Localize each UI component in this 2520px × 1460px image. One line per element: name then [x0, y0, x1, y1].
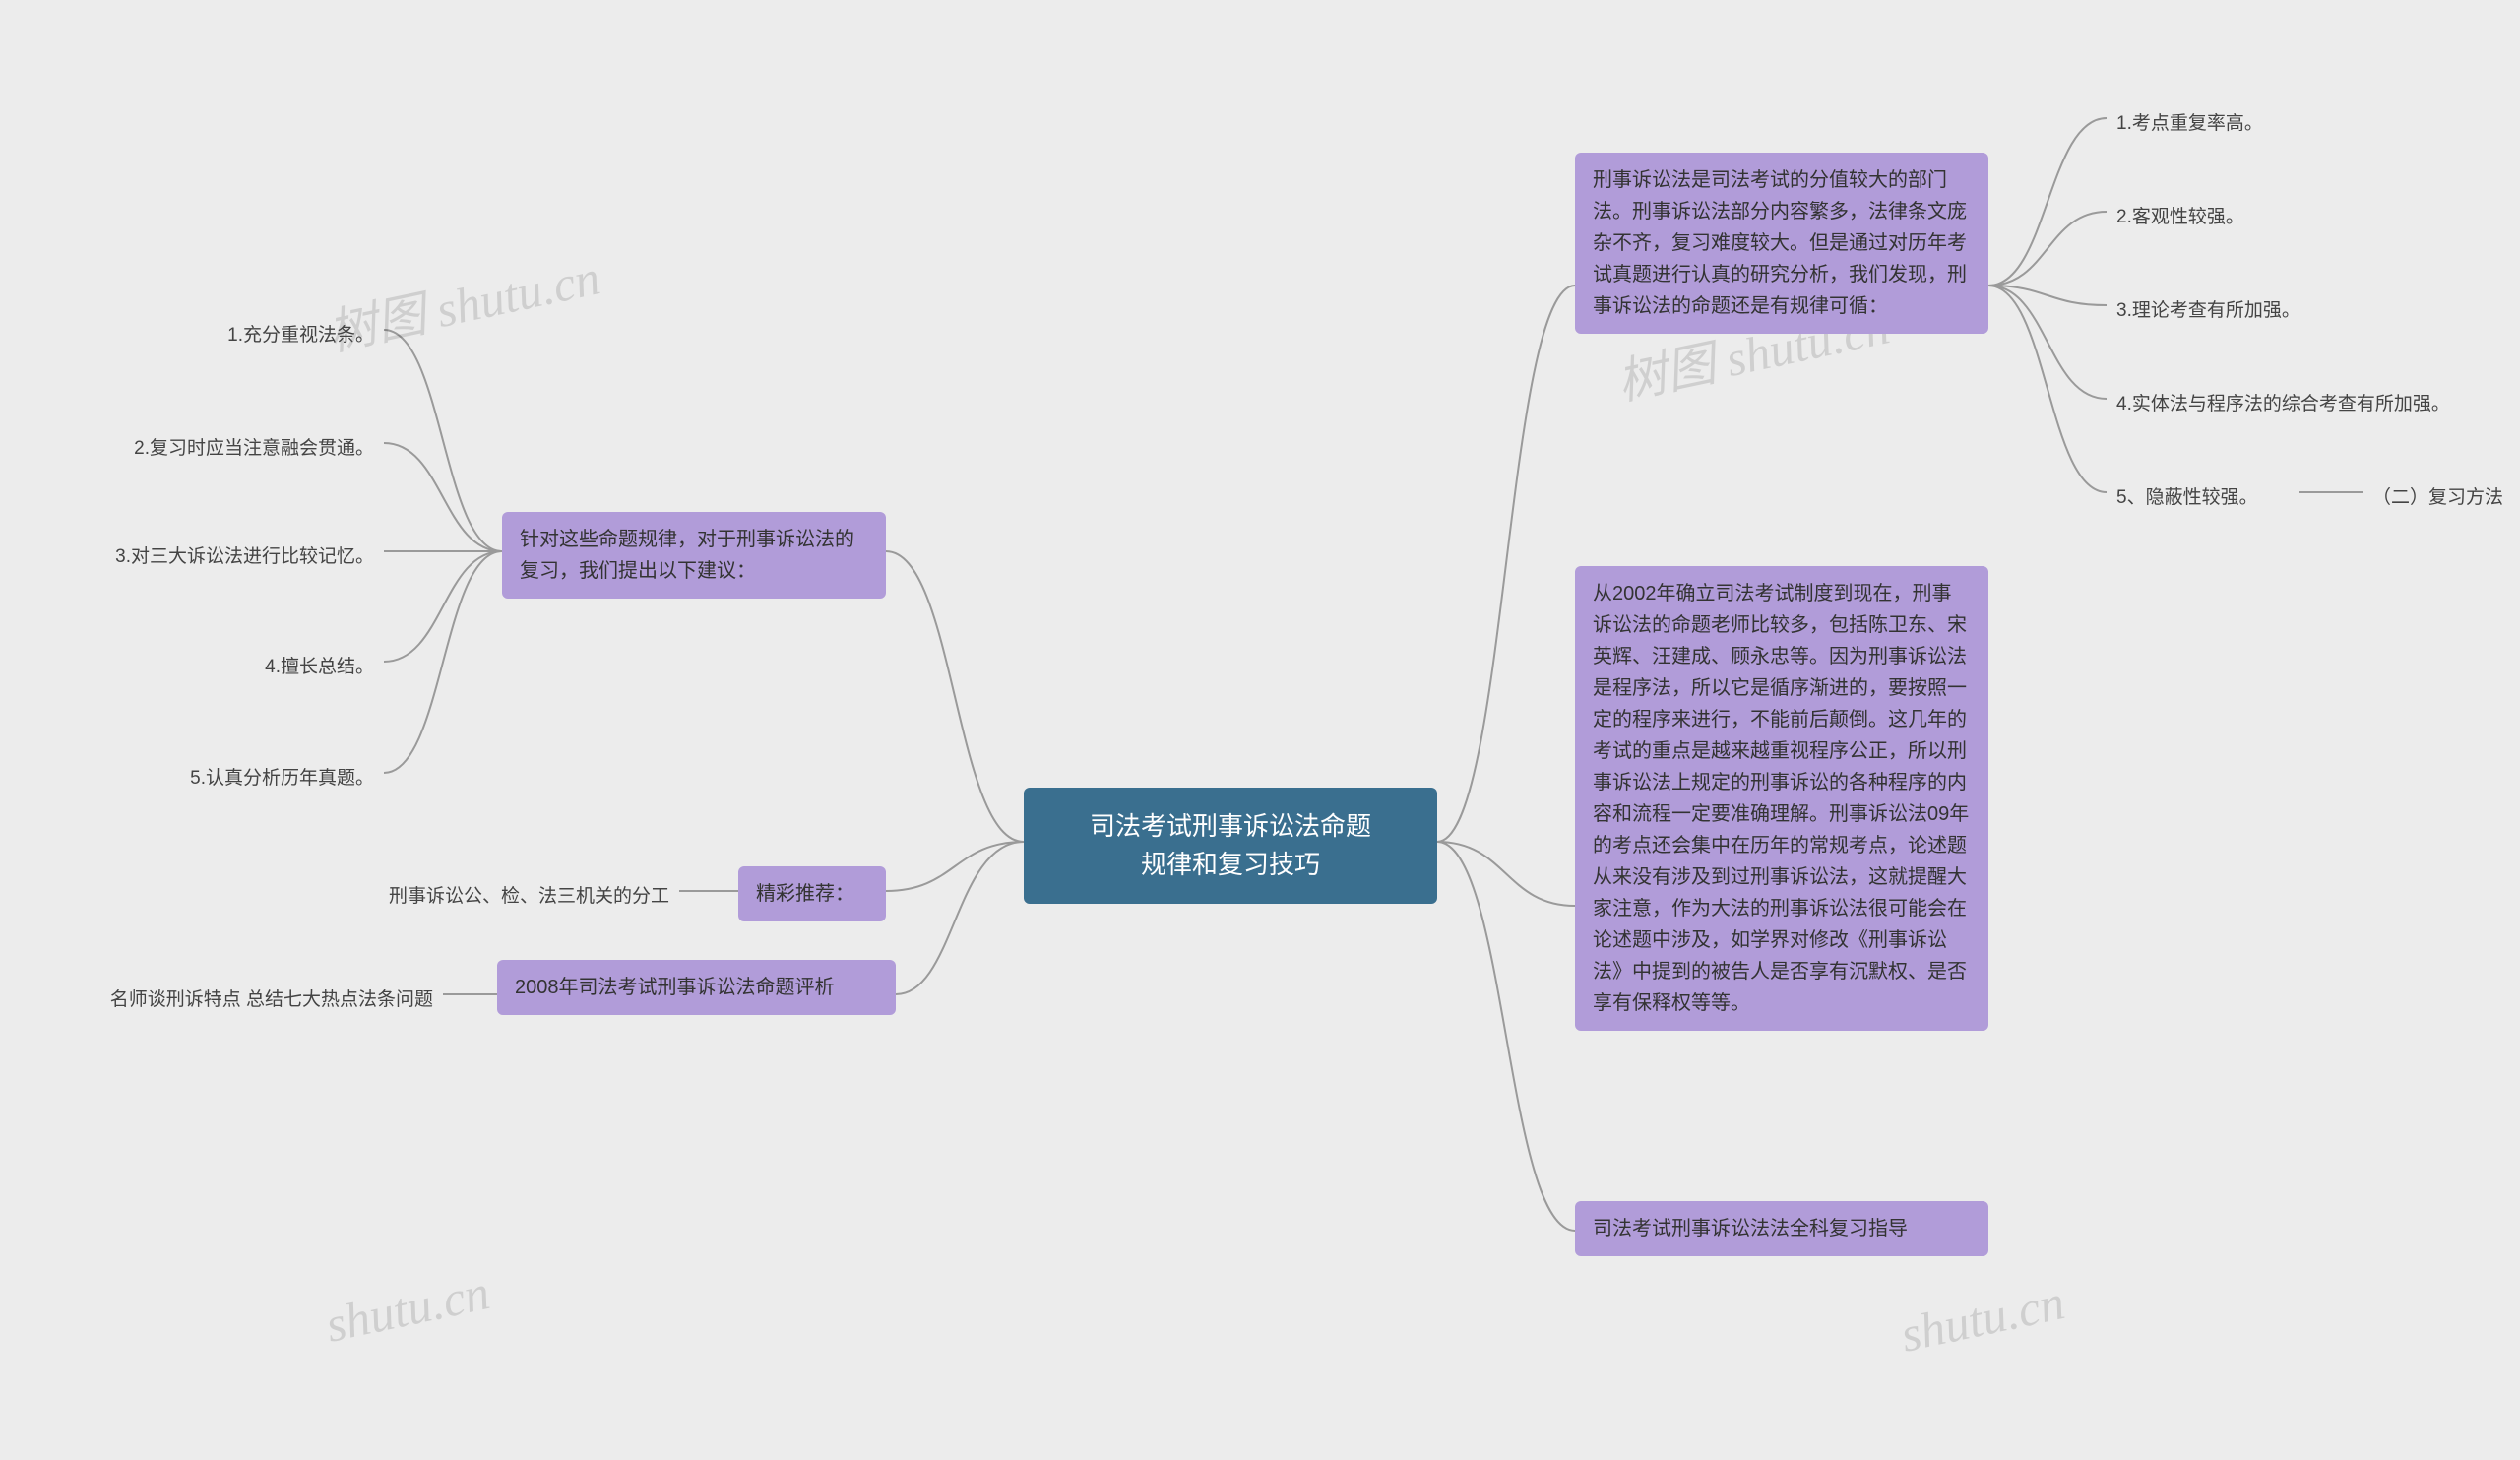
right-branch-1-leaf-3[interactable]: 3.理论考查有所加强。: [2107, 290, 2310, 332]
right-branch-1-extra[interactable]: （二）复习方法: [2362, 477, 2513, 519]
right-branch-1-leaf-1[interactable]: 1.考点重复率高。: [2107, 103, 2273, 145]
right-branch-1-leaf-4[interactable]: 4.实体法与程序法的综合考查有所加强。: [2107, 384, 2460, 425]
center-line2: 规律和复习技巧: [1053, 846, 1408, 884]
watermark: shutu.cn: [1896, 1273, 2069, 1364]
left-branch-3-leaf[interactable]: 名师谈刑诉特点 总结七大热点法条问题: [49, 980, 443, 1021]
right-branch-1-leaf-5[interactable]: 5、隐蔽性较强。: [2107, 477, 2268, 519]
left-branch-2-leaf[interactable]: 刑事诉讼公、检、法三机关的分工: [340, 876, 679, 918]
left-branch-1-leaf-4[interactable]: 4.擅长总结。: [246, 647, 384, 688]
right-branch-3[interactable]: 司法考试刑事诉讼法法全科复习指导: [1575, 1201, 1988, 1256]
center-node[interactable]: 司法考试刑事诉讼法命题 规律和复习技巧: [1024, 788, 1437, 904]
right-branch-1-leaf-2[interactable]: 2.客观性较强。: [2107, 197, 2254, 238]
left-branch-1-leaf-3[interactable]: 3.对三大诉讼法进行比较记忆。: [69, 537, 384, 578]
right-branch-1[interactable]: 刑事诉讼法是司法考试的分值较大的部门法。刑事诉讼法部分内容繁多，法律条文庞杂不齐…: [1575, 153, 1988, 334]
center-line1: 司法考试刑事诉讼法命题: [1053, 807, 1408, 846]
left-branch-1-leaf-5[interactable]: 5.认真分析历年真题。: [158, 758, 384, 799]
right-branch-2[interactable]: 从2002年确立司法考试制度到现在，刑事诉讼法的命题老师比较多，包括陈卫东、宋英…: [1575, 566, 1988, 1031]
left-branch-1-leaf-2[interactable]: 2.复习时应当注意融会贯通。: [108, 428, 384, 470]
left-branch-1-leaf-1[interactable]: 1.充分重视法条。: [197, 315, 384, 356]
left-branch-3[interactable]: 2008年司法考试刑事诉讼法命题评析: [497, 960, 896, 1015]
left-branch-1[interactable]: 针对这些命题规律，对于刑事诉讼法的复习，我们提出以下建议：: [502, 512, 886, 599]
left-branch-2[interactable]: 精彩推荐：: [738, 866, 886, 921]
watermark: shutu.cn: [321, 1263, 494, 1354]
